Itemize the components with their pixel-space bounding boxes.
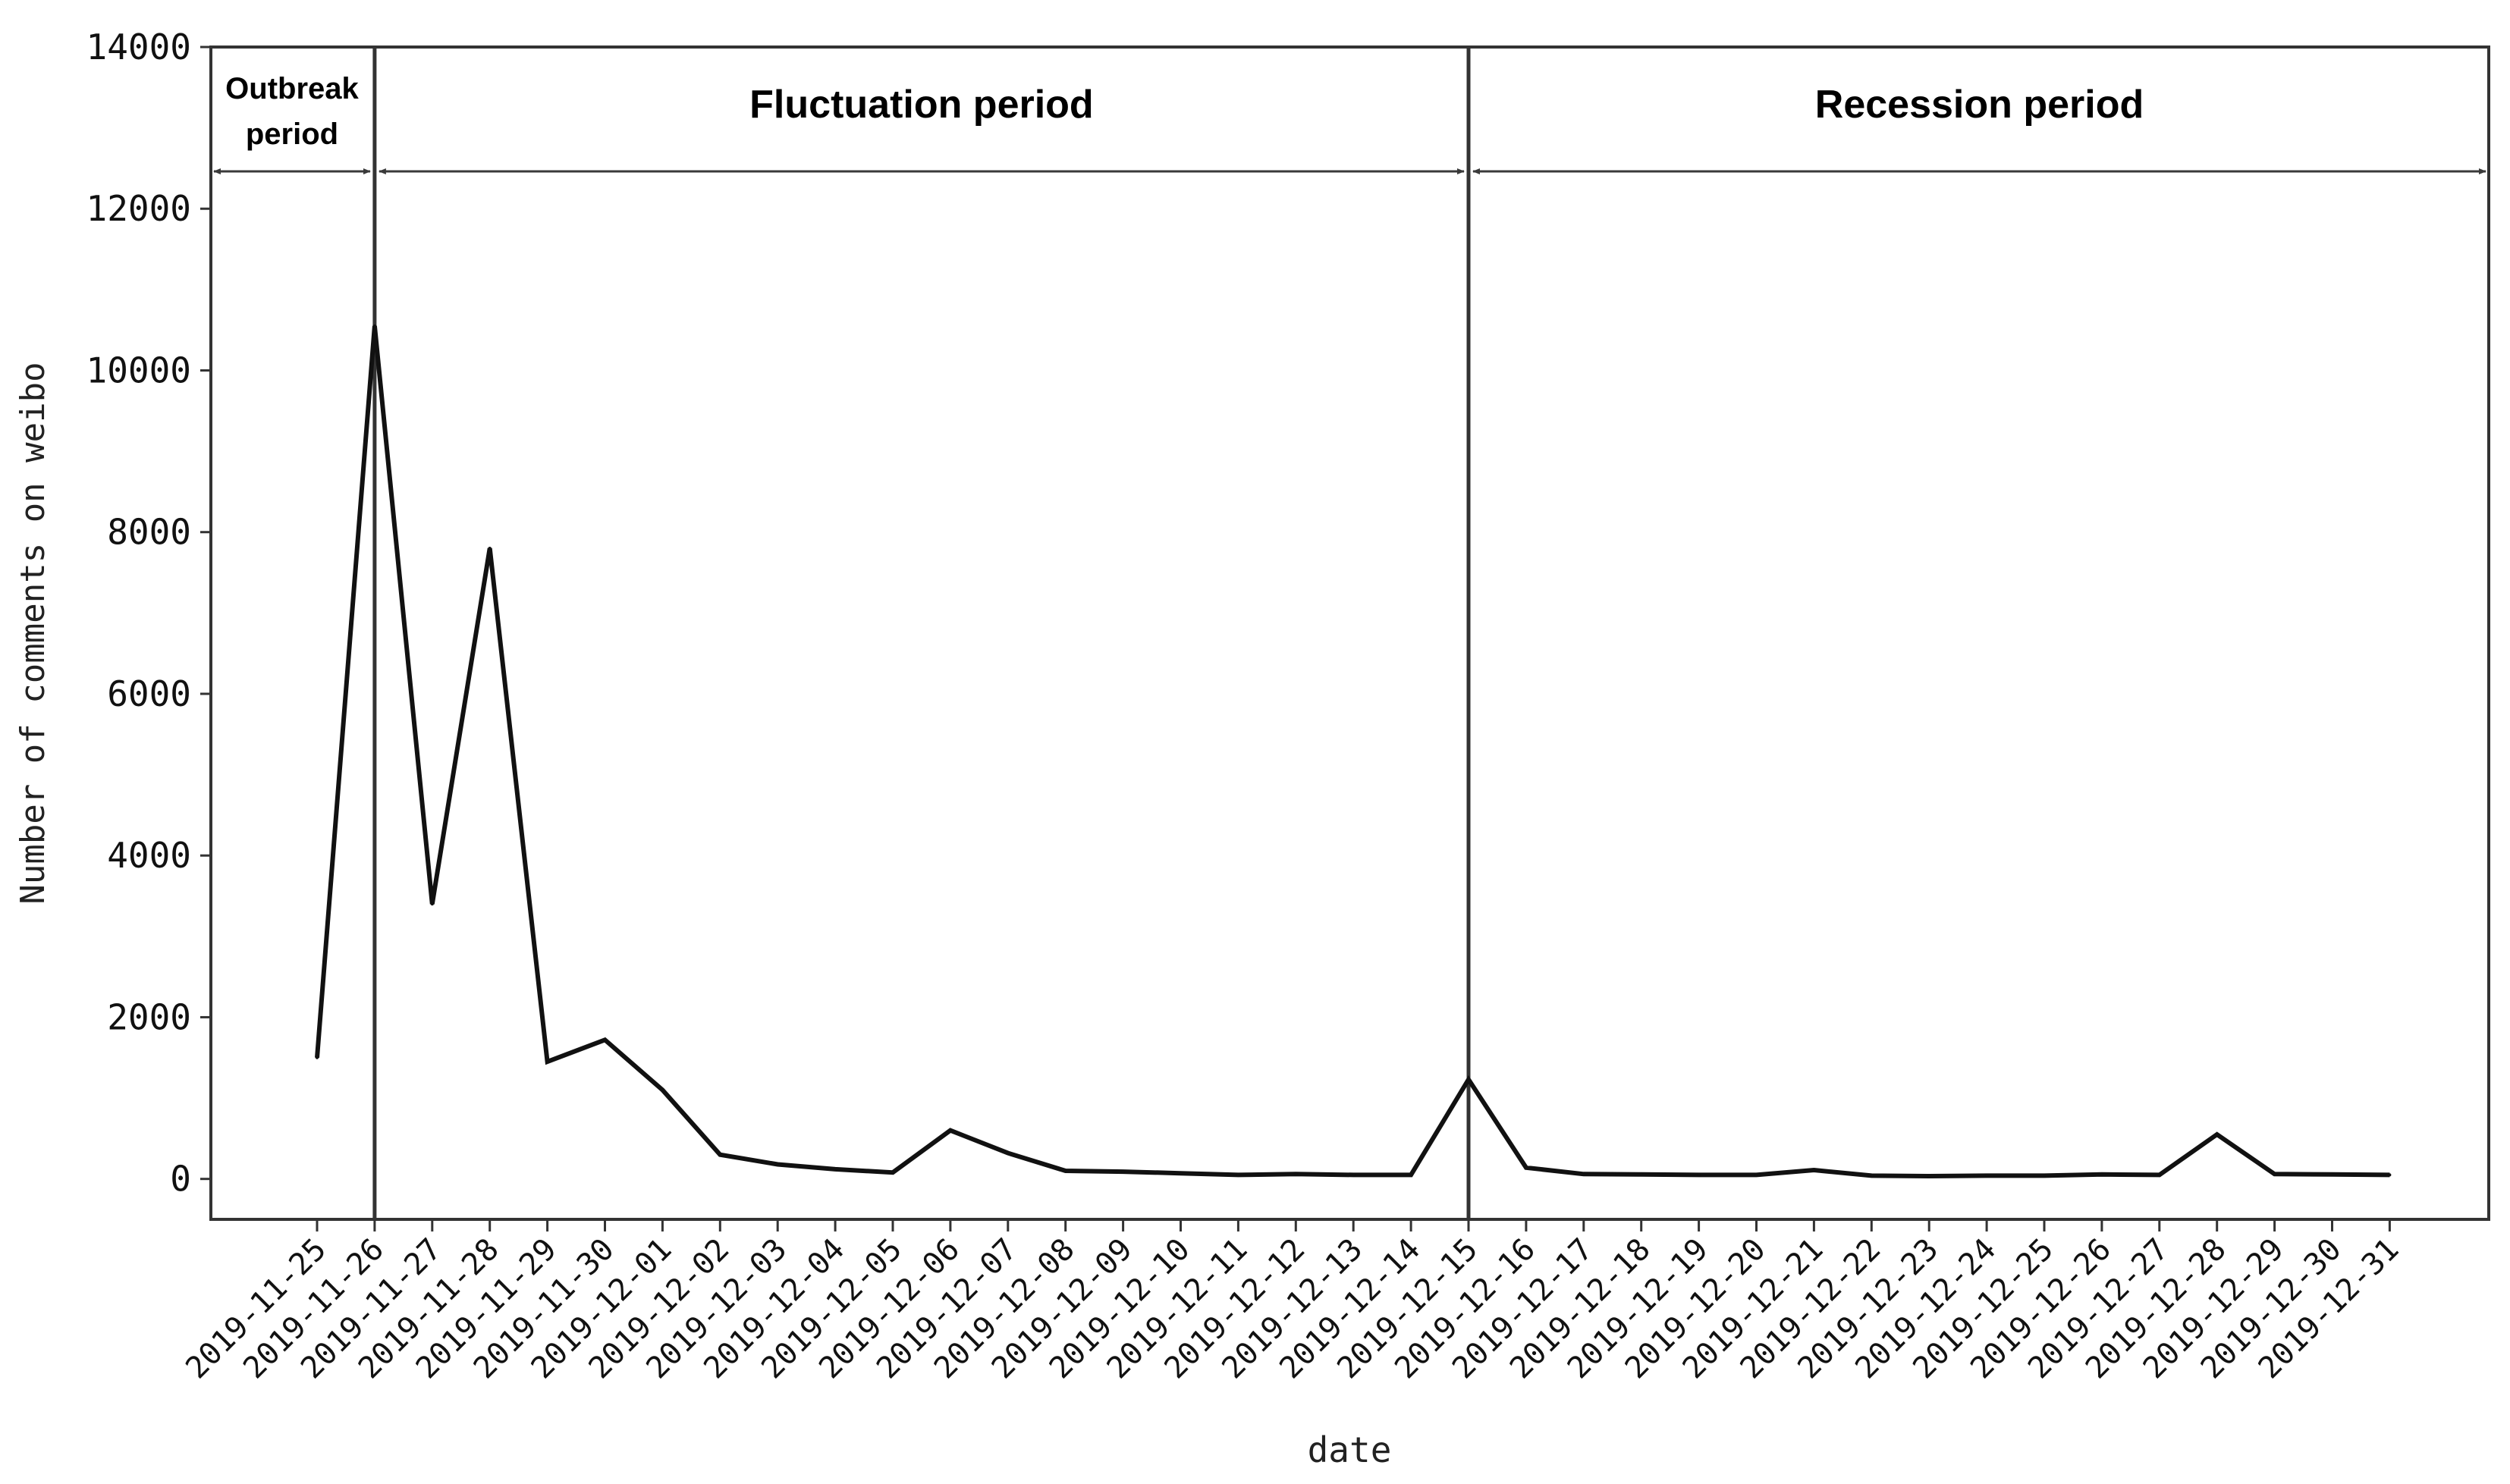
series-line bbox=[315, 325, 2390, 1179]
data-point bbox=[1236, 1173, 1240, 1177]
period-annotations: Outbreak period Fluctuation period Recessio… bbox=[213, 47, 2486, 1219]
data-point bbox=[2157, 1173, 2161, 1177]
data-point bbox=[545, 1060, 549, 1064]
data-point bbox=[1063, 1169, 1067, 1173]
y-tick-label: 10000 bbox=[86, 350, 191, 391]
data-point bbox=[2100, 1172, 2103, 1176]
data-point bbox=[488, 547, 492, 551]
y-axis: 0 2000 4000 6000 8000 10000 12000 14000 bbox=[86, 27, 211, 1200]
y-tick-label: 8000 bbox=[107, 512, 191, 553]
data-point bbox=[1870, 1174, 1874, 1178]
data-point bbox=[2215, 1133, 2219, 1137]
period-label: Fluctuation period bbox=[749, 83, 1094, 127]
y-tick-label: 14000 bbox=[86, 27, 191, 67]
series-layer bbox=[315, 324, 2392, 1179]
data-point bbox=[776, 1162, 780, 1166]
data-point bbox=[1524, 1166, 1528, 1169]
y-tick-label: 12000 bbox=[86, 188, 191, 229]
data-point bbox=[2273, 1172, 2276, 1176]
data-point bbox=[1927, 1174, 1931, 1178]
data-point bbox=[372, 324, 376, 328]
x-axis: 2019-11-252019-11-262019-11-272019-11-28… bbox=[179, 1219, 2405, 1385]
period-label: Recession period bbox=[1815, 83, 2144, 127]
y-axis-title: Number of comments on weibo bbox=[14, 362, 52, 904]
y-tick-label: 4000 bbox=[107, 835, 191, 876]
data-point bbox=[2043, 1174, 2046, 1178]
period-label: period bbox=[246, 118, 338, 151]
data-point bbox=[1179, 1172, 1183, 1175]
data-point bbox=[948, 1128, 952, 1132]
data-point bbox=[1006, 1151, 1010, 1155]
data-point bbox=[1467, 1078, 1470, 1081]
y-tick-label: 6000 bbox=[107, 673, 191, 714]
data-point bbox=[1639, 1172, 1643, 1176]
data-point bbox=[834, 1167, 837, 1171]
data-point bbox=[1697, 1173, 1701, 1177]
data-point bbox=[891, 1171, 894, 1175]
data-point bbox=[2388, 1173, 2392, 1177]
data-point bbox=[718, 1153, 722, 1156]
data-point bbox=[1754, 1173, 1758, 1177]
data-point bbox=[1121, 1170, 1125, 1174]
x-axis-title: date bbox=[1308, 1429, 1392, 1470]
data-point bbox=[603, 1038, 607, 1042]
y-tick-label: 0 bbox=[170, 1159, 191, 1200]
y-tick-label: 2000 bbox=[107, 996, 191, 1037]
period-label: Outbreak bbox=[225, 72, 359, 105]
data-point bbox=[1985, 1174, 1989, 1178]
data-point bbox=[1352, 1173, 1356, 1177]
data-point bbox=[1294, 1172, 1298, 1176]
data-point bbox=[1812, 1168, 1816, 1172]
data-point bbox=[1582, 1172, 1585, 1176]
data-point bbox=[430, 902, 434, 906]
data-point bbox=[2330, 1172, 2334, 1176]
data-point bbox=[316, 1056, 319, 1059]
data-point bbox=[661, 1088, 664, 1092]
plot-area-frame bbox=[209, 45, 2490, 1221]
data-point bbox=[1409, 1173, 1413, 1177]
